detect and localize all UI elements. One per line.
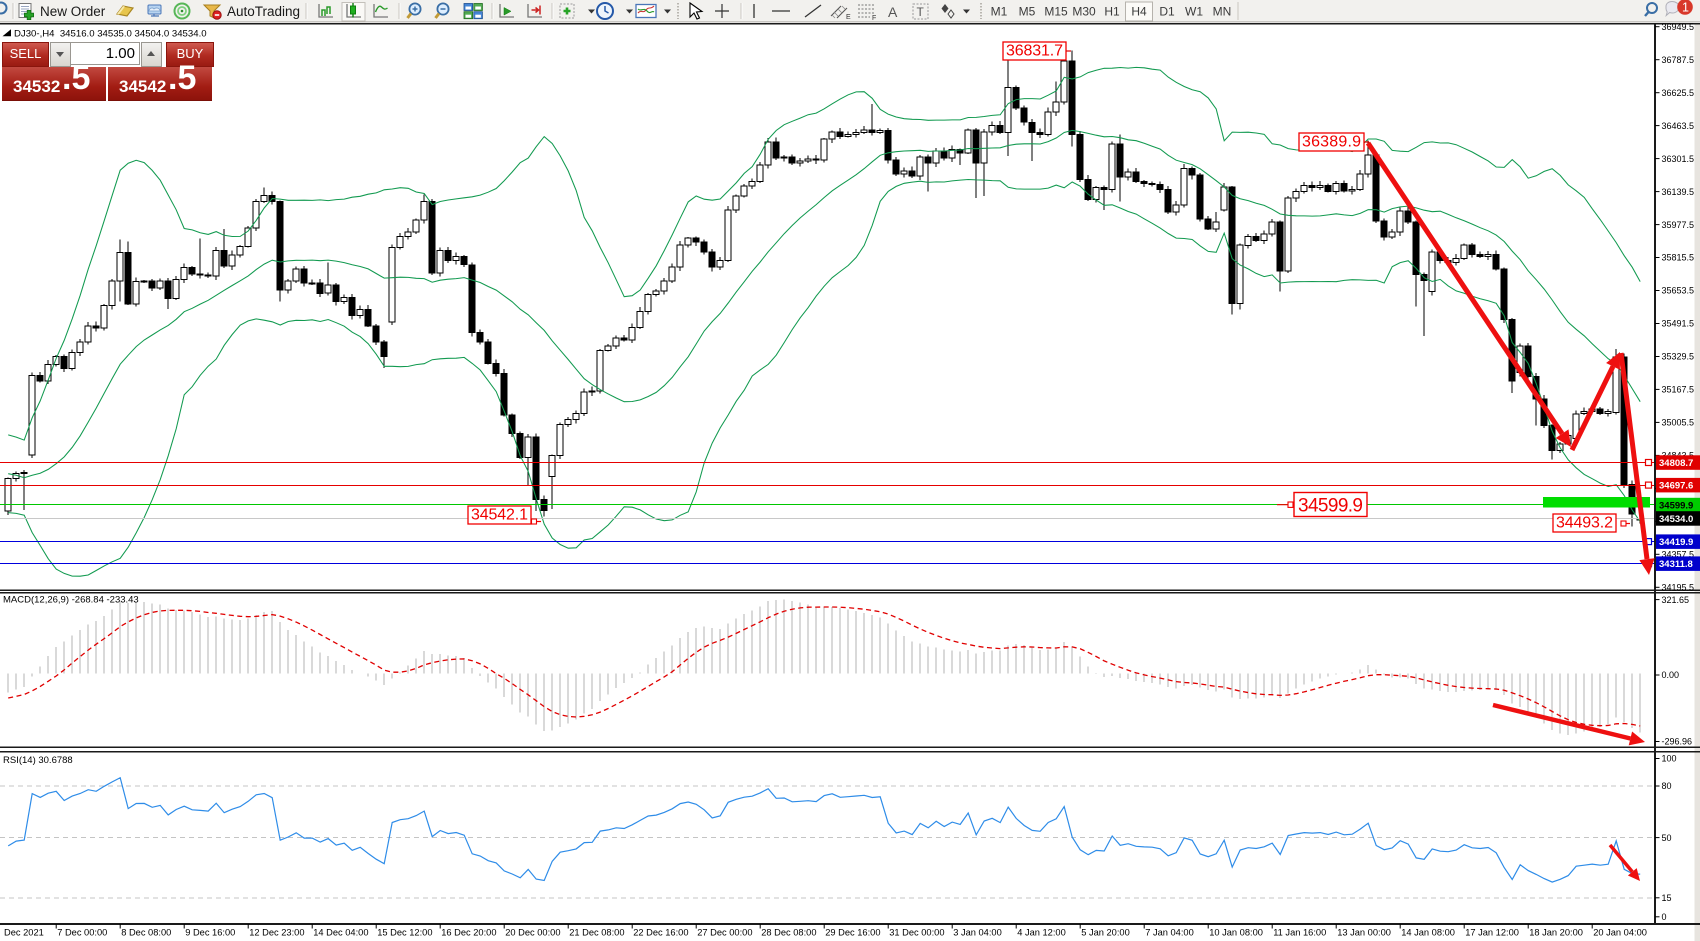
svg-text:11 Jan 16:00: 11 Jan 16:00 <box>1273 928 1326 938</box>
svg-text:15: 15 <box>1662 893 1672 903</box>
svg-text:36787.5: 36787.5 <box>1662 55 1695 65</box>
svg-text:5 Jan 20:00: 5 Jan 20:00 <box>1081 928 1130 938</box>
svg-text:35653.5: 35653.5 <box>1662 286 1695 296</box>
svg-text:35329.5: 35329.5 <box>1662 352 1695 362</box>
svg-text:35815.5: 35815.5 <box>1662 253 1695 263</box>
svg-text:E: E <box>846 14 851 21</box>
svg-text:321.65: 321.65 <box>1662 595 1690 605</box>
svg-text:36301.5: 36301.5 <box>1662 154 1695 164</box>
svg-text:MACD(12,26,9) -268.84 -233.43: MACD(12,26,9) -268.84 -233.43 <box>3 595 139 606</box>
svg-text:13 Jan 00:00: 13 Jan 00:00 <box>1337 928 1391 938</box>
svg-text:H1: H1 <box>1104 5 1120 19</box>
svg-text:34419.9: 34419.9 <box>1659 537 1693 548</box>
svg-text:New Order: New Order <box>40 4 106 19</box>
svg-text:34599.9: 34599.9 <box>1659 501 1693 512</box>
svg-text:36139.5: 36139.5 <box>1662 187 1695 197</box>
svg-text:W1: W1 <box>1185 5 1203 19</box>
svg-text:100: 100 <box>1662 754 1677 764</box>
svg-text:3 Jan 04:00: 3 Jan 04:00 <box>953 928 1002 938</box>
svg-text:15 Dec 12:00: 15 Dec 12:00 <box>377 928 432 938</box>
svg-text:16 Dec 20:00: 16 Dec 20:00 <box>441 928 496 938</box>
svg-text:DJ30-,H4 34516.0 34535.0 3450: DJ30-,H4 34516.0 34535.0 34504.0 34534.0 <box>14 29 207 40</box>
svg-text:34311.8: 34311.8 <box>1659 559 1693 570</box>
svg-text:M1: M1 <box>991 5 1008 19</box>
svg-text:F: F <box>872 15 876 22</box>
svg-text:0: 0 <box>1662 912 1667 922</box>
svg-text:35491.5: 35491.5 <box>1662 319 1695 329</box>
svg-text:20 Dec 00:00: 20 Dec 00:00 <box>505 928 560 938</box>
svg-text:21 Dec 08:00: 21 Dec 08:00 <box>569 928 624 938</box>
svg-text:31 Dec 00:00: 31 Dec 00:00 <box>889 928 944 938</box>
svg-text:36389.9: 36389.9 <box>1302 134 1361 151</box>
svg-text:36949.5: 36949.5 <box>1662 22 1695 32</box>
svg-text:D1: D1 <box>1159 5 1175 19</box>
svg-text:20 Jan 04:00: 20 Jan 04:00 <box>1593 928 1647 938</box>
svg-text:0.00: 0.00 <box>1662 670 1680 680</box>
svg-text:-296.96: -296.96 <box>1662 737 1693 747</box>
svg-text:35005.5: 35005.5 <box>1662 418 1695 428</box>
svg-text:H4: H4 <box>1131 5 1147 19</box>
svg-text:50: 50 <box>1662 833 1672 843</box>
svg-text:14 Jan 08:00: 14 Jan 08:00 <box>1401 928 1455 938</box>
svg-text:MN: MN <box>1213 5 1232 19</box>
svg-text:36625.5: 36625.5 <box>1662 88 1695 98</box>
svg-text:7 Jan 04:00: 7 Jan 04:00 <box>1145 928 1194 938</box>
svg-text:8 Dec 08:00: 8 Dec 08:00 <box>121 928 171 938</box>
svg-text:1: 1 <box>1682 1 1689 15</box>
svg-text:80: 80 <box>1662 781 1672 791</box>
svg-text:12 Dec 23:00: 12 Dec 23:00 <box>249 928 304 938</box>
svg-text:10 Jan 08:00: 10 Jan 08:00 <box>1209 928 1263 938</box>
svg-text:34534.0: 34534.0 <box>1659 514 1693 525</box>
svg-text:M15: M15 <box>1044 5 1068 19</box>
svg-text:28 Dec 08:00: 28 Dec 08:00 <box>761 928 816 938</box>
svg-text:36463.5: 36463.5 <box>1662 121 1695 131</box>
svg-text:9 Dec 16:00: 9 Dec 16:00 <box>185 928 235 938</box>
svg-text:A: A <box>888 4 898 20</box>
svg-text:T: T <box>917 5 925 19</box>
svg-text:34808.7: 34808.7 <box>1659 458 1693 469</box>
svg-text:34599.9: 34599.9 <box>1298 496 1363 517</box>
svg-text:AutoTrading: AutoTrading <box>227 4 300 19</box>
svg-text:34542.1: 34542.1 <box>471 507 528 524</box>
svg-text:14 Dec 04:00: 14 Dec 04:00 <box>313 928 368 938</box>
svg-text:M5: M5 <box>1019 5 1036 19</box>
svg-text:Dec 2021: Dec 2021 <box>4 928 44 938</box>
svg-text:35977.5: 35977.5 <box>1662 220 1695 230</box>
svg-text:34357.5: 34357.5 <box>1662 550 1695 560</box>
svg-text:4 Jan 12:00: 4 Jan 12:00 <box>1017 928 1066 938</box>
svg-text:34697.6: 34697.6 <box>1659 481 1693 492</box>
svg-text:22 Dec 16:00: 22 Dec 16:00 <box>633 928 688 938</box>
svg-text:34195.5: 34195.5 <box>1662 583 1695 593</box>
svg-text:34493.2: 34493.2 <box>1556 515 1613 532</box>
svg-text:27 Dec 00:00: 27 Dec 00:00 <box>697 928 752 938</box>
svg-text:17 Jan 12:00: 17 Jan 12:00 <box>1465 928 1519 938</box>
svg-text:M30: M30 <box>1072 5 1096 19</box>
svg-text:7 Dec 00:00: 7 Dec 00:00 <box>57 928 107 938</box>
svg-text:35167.5: 35167.5 <box>1662 385 1695 395</box>
svg-text:RSI(14) 30.6788: RSI(14) 30.6788 <box>3 755 73 766</box>
svg-text:18 Jan 20:00: 18 Jan 20:00 <box>1529 928 1583 938</box>
svg-text:36831.7: 36831.7 <box>1006 43 1063 60</box>
svg-text:29 Dec 16:00: 29 Dec 16:00 <box>825 928 880 938</box>
